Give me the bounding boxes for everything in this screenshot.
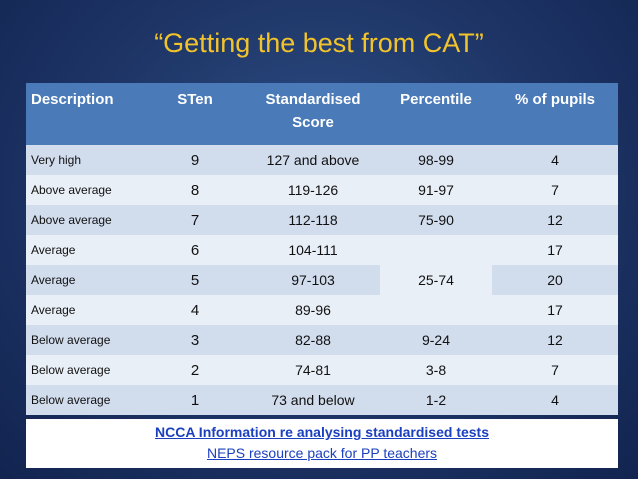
cell-percentile: 1-2 xyxy=(380,385,492,415)
cell-score: 82-88 xyxy=(246,325,380,355)
cell-description: Below average xyxy=(26,355,144,385)
header-description: Description xyxy=(26,83,144,145)
cell-percentile: 3-8 xyxy=(380,355,492,385)
table-row: Below average 2 74-81 3-8 7 xyxy=(26,355,618,385)
cell-description: Below average xyxy=(26,385,144,415)
cell-pupils: 7 xyxy=(492,175,618,205)
cell-score: 73 and below xyxy=(246,385,380,415)
cell-score: 74-81 xyxy=(246,355,380,385)
cell-pupils: 17 xyxy=(492,295,618,325)
header-sten: STen xyxy=(144,83,246,145)
cell-pupils: 17 xyxy=(492,235,618,265)
header-standardised-score: Standardised Score xyxy=(246,83,380,145)
cell-pupils: 12 xyxy=(492,325,618,355)
cell-percentile: 9-24 xyxy=(380,325,492,355)
cell-description: Above average xyxy=(26,175,144,205)
cell-score: 89-96 xyxy=(246,295,380,325)
references-box: NCCA Information re analysing standardis… xyxy=(26,419,618,468)
cell-sten: 4 xyxy=(144,295,246,325)
cell-description: Below average xyxy=(26,325,144,355)
neps-resource-link[interactable]: NEPS resource pack for PP teachers xyxy=(206,445,438,461)
cell-sten: 2 xyxy=(144,355,246,385)
cell-sten: 6 xyxy=(144,235,246,265)
header-standardised-line1: Standardised xyxy=(265,91,361,108)
ncca-info-link[interactable]: NCCA Information re analysing standardis… xyxy=(155,424,489,440)
cell-description: Very high xyxy=(26,145,144,175)
header-percentile: Percentile xyxy=(380,83,492,145)
table-header-row: Description STen Standardised Score Perce… xyxy=(26,83,618,145)
slide-title: “Getting the best from CAT” xyxy=(154,28,484,58)
cell-description: Average xyxy=(26,295,144,325)
cell-pupils: 4 xyxy=(492,385,618,415)
cell-sten: 7 xyxy=(144,205,246,235)
cell-description: Average xyxy=(26,235,144,265)
cell-pupils: 7 xyxy=(492,355,618,385)
table-row: Very high 9 127 and above 98-99 4 xyxy=(26,145,618,175)
cell-sten: 8 xyxy=(144,175,246,205)
table-row: Below average 3 82-88 9-24 12 xyxy=(26,325,618,355)
cell-sten: 5 xyxy=(144,265,246,295)
cell-score: 97-103 xyxy=(246,265,380,295)
cell-percentile-merged: 25-74 xyxy=(380,235,492,325)
cell-percentile: 91-97 xyxy=(380,175,492,205)
cell-score: 119-126 xyxy=(246,175,380,205)
table-row: Below average 1 73 and below 1-2 4 xyxy=(26,385,618,415)
table-row: Average 4 89-96 17 xyxy=(26,295,618,325)
cell-score: 127 and above xyxy=(246,145,380,175)
cell-pupils: 20 xyxy=(492,265,618,295)
cell-score: 112-118 xyxy=(246,205,380,235)
cell-percentile: 75-90 xyxy=(380,205,492,235)
cell-description: Above average xyxy=(26,205,144,235)
cell-sten: 1 xyxy=(144,385,246,415)
header-standardised-line2: Score xyxy=(292,114,334,131)
table-row: Above average 8 119-126 91-97 7 xyxy=(26,175,618,205)
table-row: Average 5 97-103 20 xyxy=(26,265,618,295)
cell-sten: 9 xyxy=(144,145,246,175)
cell-sten: 3 xyxy=(144,325,246,355)
table-row: Above average 7 112-118 75-90 12 xyxy=(26,205,618,235)
cell-pupils: 12 xyxy=(492,205,618,235)
cell-pupils: 4 xyxy=(492,145,618,175)
table-row: Average 6 104-111 25-74 17 xyxy=(26,235,618,325)
cell-description: Average xyxy=(26,265,144,295)
header-pct-pupils: % of pupils xyxy=(492,83,618,145)
cell-score: 104-111 xyxy=(246,235,380,265)
sten-table: Description STen Standardised Score Perce… xyxy=(26,83,618,415)
cell-percentile: 98-99 xyxy=(380,145,492,175)
